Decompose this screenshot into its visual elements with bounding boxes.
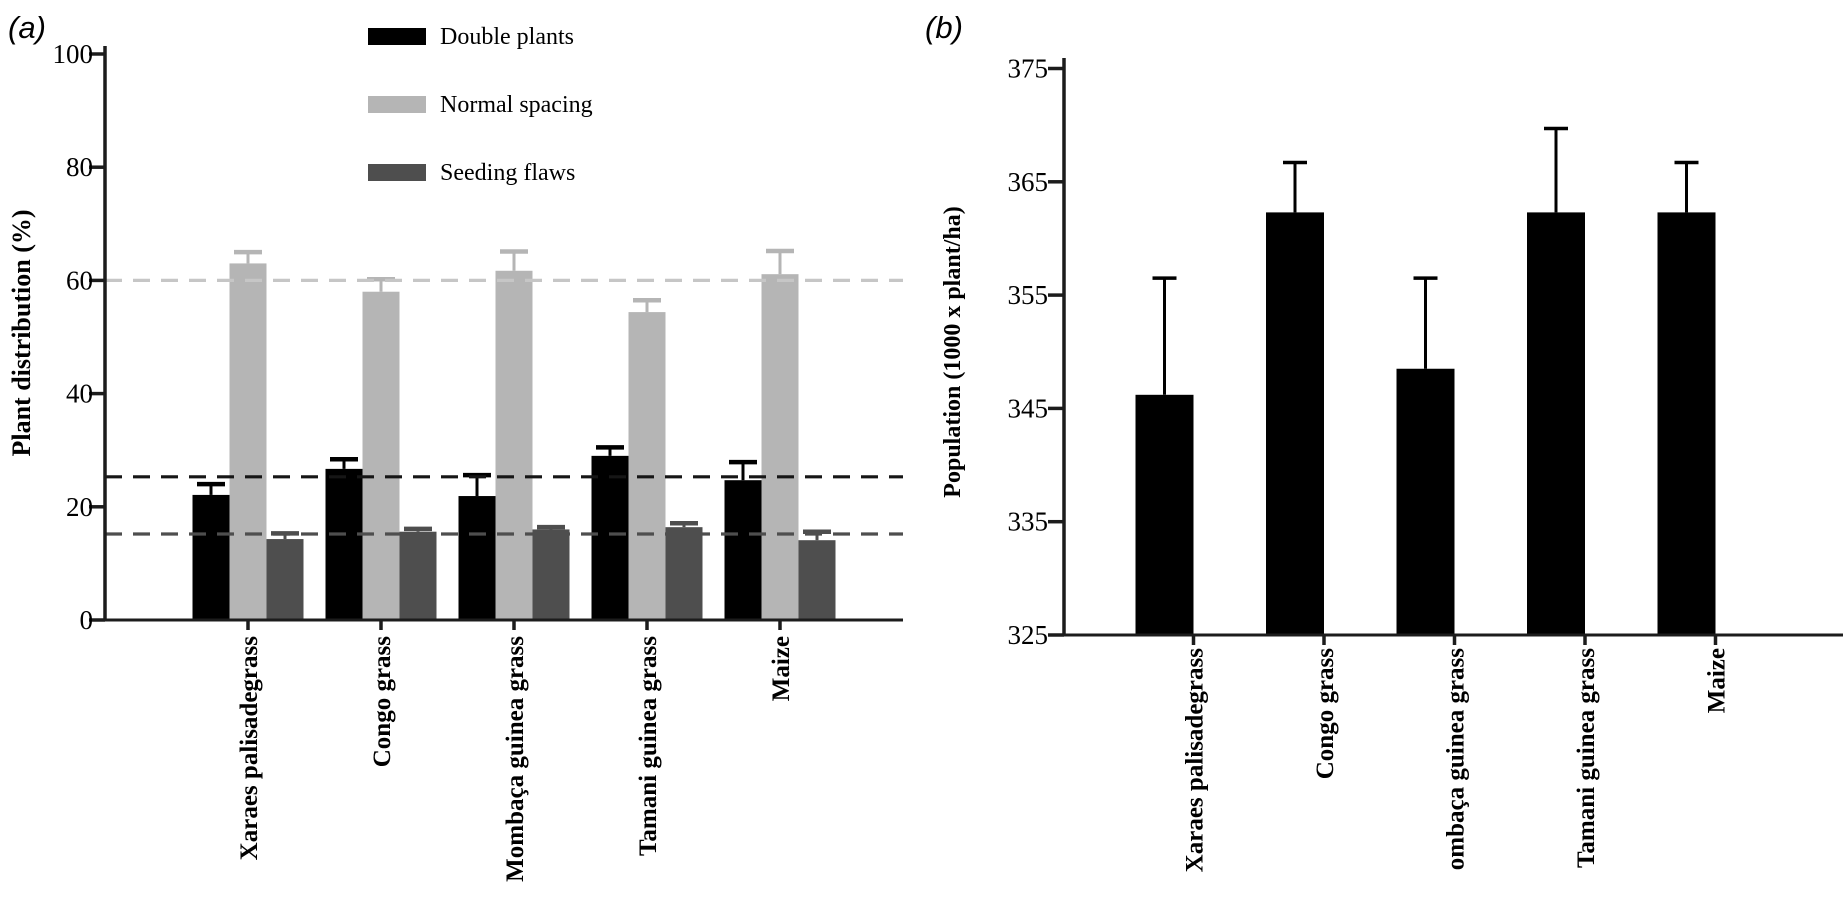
panel-label: (b) [925, 10, 963, 45]
bar-normal-spacing [761, 274, 799, 620]
y-tick-label: 80 [66, 152, 93, 182]
bar-seeding-flaws [266, 539, 304, 620]
bar-seeding-flaws [665, 527, 703, 620]
bar-normal-spacing [495, 270, 533, 620]
bar-seeding-flaws [399, 531, 437, 620]
y-axis-title: Plant distribution (%) [7, 209, 36, 456]
legend-swatch [368, 96, 426, 113]
bar-double-plants [458, 496, 496, 620]
legend-label: Double plants [440, 24, 574, 50]
legend-swatch [368, 164, 426, 181]
bar-seeding-flaws [532, 529, 570, 620]
y-tick-label: 60 [66, 265, 93, 295]
y-tick-label: 345 [1008, 393, 1049, 423]
category-label: Congo grass [369, 636, 396, 768]
bar-double-plants [192, 494, 230, 620]
bar-normal-spacing [229, 263, 267, 620]
y-tick-label: 40 [66, 379, 93, 409]
legend-label: Normal spacing [440, 92, 593, 118]
category-label: Maize [1704, 648, 1731, 713]
bar-normal-spacing [362, 291, 400, 620]
category-label: Mombaça guinea grass [502, 636, 529, 882]
bar-population [1135, 394, 1194, 635]
panel-label: (a) [8, 10, 46, 45]
bar-double-plants [325, 468, 363, 620]
category-label: Xaraes palisadegrass [1182, 648, 1209, 873]
bar-population [1527, 212, 1585, 636]
y-tick-label: 325 [1008, 620, 1049, 650]
legend-swatch [368, 28, 426, 45]
bar-population [1396, 368, 1455, 635]
bar-population [1657, 212, 1716, 636]
y-tick-label: 20 [66, 492, 93, 522]
category-label: ombaça guinea grass [1443, 648, 1470, 871]
y-tick-label: 355 [1008, 280, 1049, 310]
category-label: Tamani guinea grass [635, 636, 662, 856]
category-label: Xaraes palisadegrass [236, 636, 263, 861]
y-tick-label: 375 [1008, 54, 1049, 84]
bar-double-plants [591, 455, 629, 620]
category-label: Tamani guinea grass [1573, 648, 1600, 868]
y-tick-label: 0 [80, 605, 94, 635]
category-label: Congo grass [1312, 648, 1339, 780]
y-tick-label: 100 [53, 39, 94, 69]
bar-normal-spacing [628, 312, 666, 620]
category-label: Maize [768, 636, 795, 701]
bar-population [1266, 212, 1324, 636]
y-axis-title: Population (1000 x plant/ha) [940, 206, 966, 497]
bar-double-plants [724, 480, 762, 620]
y-tick-label: 335 [1008, 507, 1049, 537]
y-tick-label: 365 [1008, 167, 1049, 197]
legend-label: Seeding flaws [440, 160, 575, 186]
bar-seeding-flaws [798, 540, 836, 620]
